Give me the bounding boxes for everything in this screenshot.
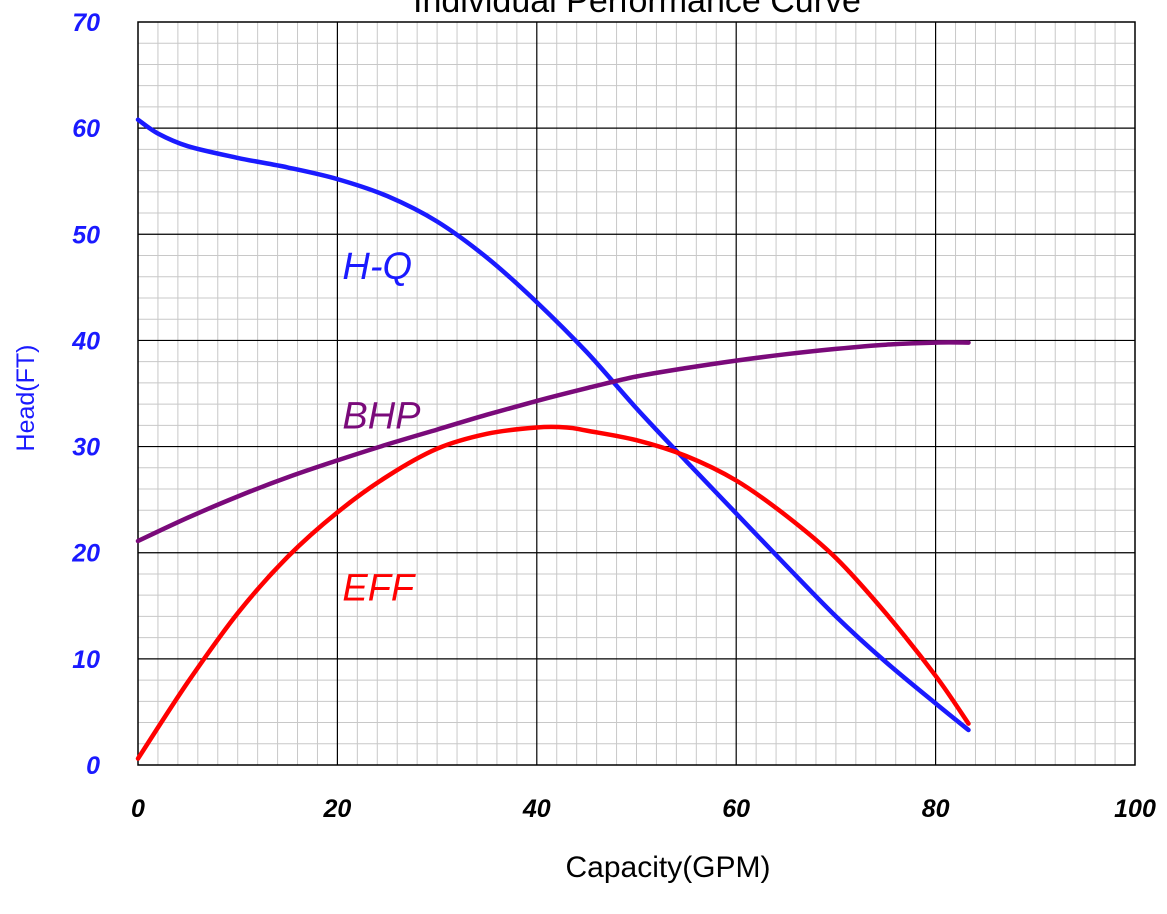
- y-tick-label: 10: [72, 646, 100, 674]
- y-tick-label: 60: [72, 115, 100, 143]
- minor-grid: [138, 22, 1135, 765]
- x-tick-label: 60: [722, 795, 750, 823]
- series-label-h-q: H-Q: [342, 246, 412, 288]
- y-tick-label: 0: [86, 752, 100, 780]
- x-axis-ticks: 0 20 40 60 80 100: [131, 795, 1156, 823]
- chart-title: Individual Performance Curve: [413, 0, 861, 20]
- series-line-bhp: [135, 340, 971, 544]
- x-tick-label: 100: [1114, 795, 1156, 823]
- series-label-eff: EFF: [342, 567, 416, 609]
- series-label-bhp: BHP: [342, 396, 421, 438]
- y-axis-ticks: 0 10 20 30 40 50 60 70: [71, 9, 100, 780]
- y-tick-label: 70: [72, 9, 100, 37]
- y-tick-label: 30: [72, 434, 100, 462]
- x-tick-label: 0: [131, 795, 145, 823]
- x-axis-label: Capacity(GPM): [565, 851, 770, 884]
- y-tick-label: 20: [71, 540, 100, 568]
- series-lines: [135, 117, 971, 761]
- x-tick-label: 80: [922, 795, 950, 823]
- plot-frame: [137, 21, 1136, 766]
- x-tick-label: 20: [322, 795, 351, 823]
- x-tick-label: 40: [522, 795, 551, 823]
- series-labels: H-Q BHP EFF: [342, 246, 421, 610]
- y-axis-label: Head(FT): [12, 345, 40, 452]
- y-tick-label: 40: [71, 327, 100, 355]
- series-line-h-q: [135, 117, 971, 733]
- major-grid: [138, 22, 1135, 765]
- y-tick-label: 50: [72, 221, 100, 249]
- series-line-eff: [135, 424, 971, 761]
